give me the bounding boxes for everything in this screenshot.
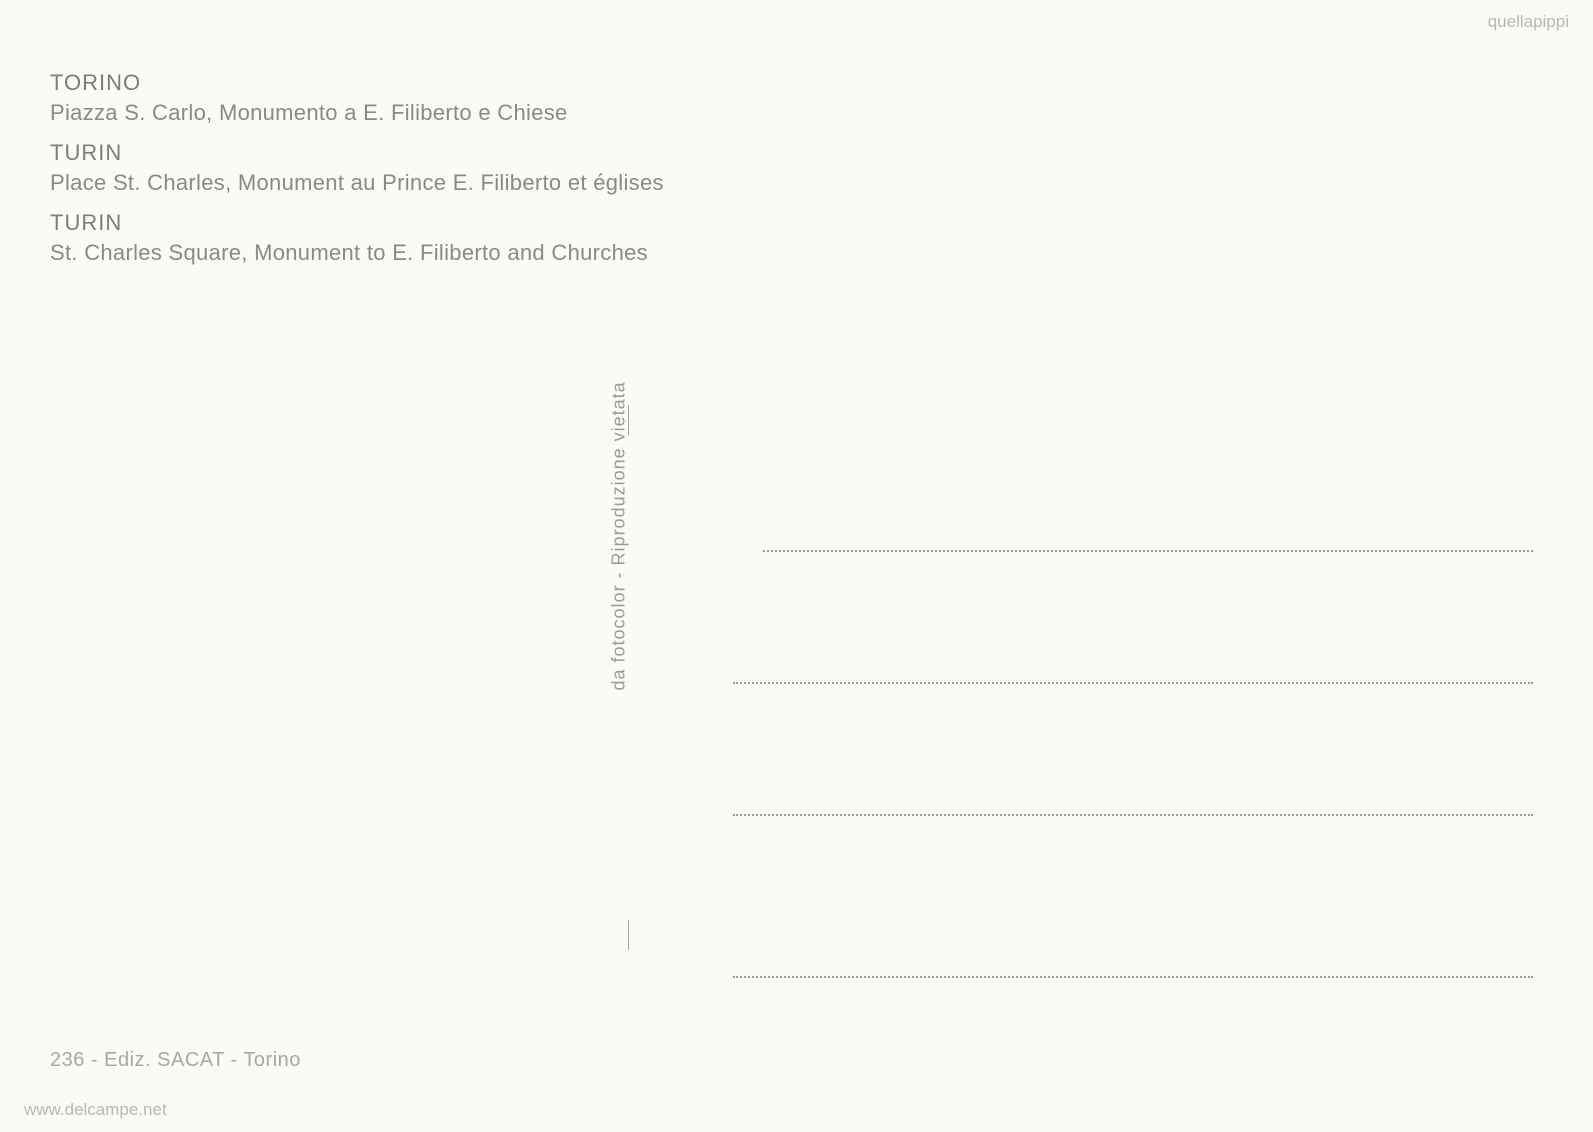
address-line-4 [733,976,1533,978]
caption-desc-it: Piazza S. Carlo, Monumento a E. Filibert… [50,100,664,126]
caption-group-en: TURIN St. Charles Square, Monument to E.… [50,210,664,266]
publisher-credit: 236 - Ediz. SACAT - Torino [50,1049,301,1072]
caption-title-fr: TURIN [50,140,664,166]
caption-title-en: TURIN [50,210,664,236]
address-lines [733,550,1533,978]
caption-title-it: TORINO [50,70,664,96]
watermark-user: quellapippi [1488,12,1569,32]
divider-vertical-text: da fotocolor - Riproduzione vietata [609,381,630,690]
postcard-back: TORINO Piazza S. Carlo, Monumento a E. F… [0,0,1593,1132]
caption-desc-en: St. Charles Square, Monument to E. Filib… [50,240,664,266]
address-line-1 [763,550,1533,552]
divider-segment-bottom [628,920,629,950]
caption-group-fr: TURIN Place St. Charles, Monument au Pri… [50,140,664,196]
address-line-2 [733,682,1533,684]
caption-desc-fr: Place St. Charles, Monument au Prince E.… [50,170,664,196]
address-line-3 [733,814,1533,816]
caption-block: TORINO Piazza S. Carlo, Monumento a E. F… [50,70,664,280]
caption-group-it: TORINO Piazza S. Carlo, Monumento a E. F… [50,70,664,126]
watermark-domain: www.delcampe.net [24,1100,167,1120]
